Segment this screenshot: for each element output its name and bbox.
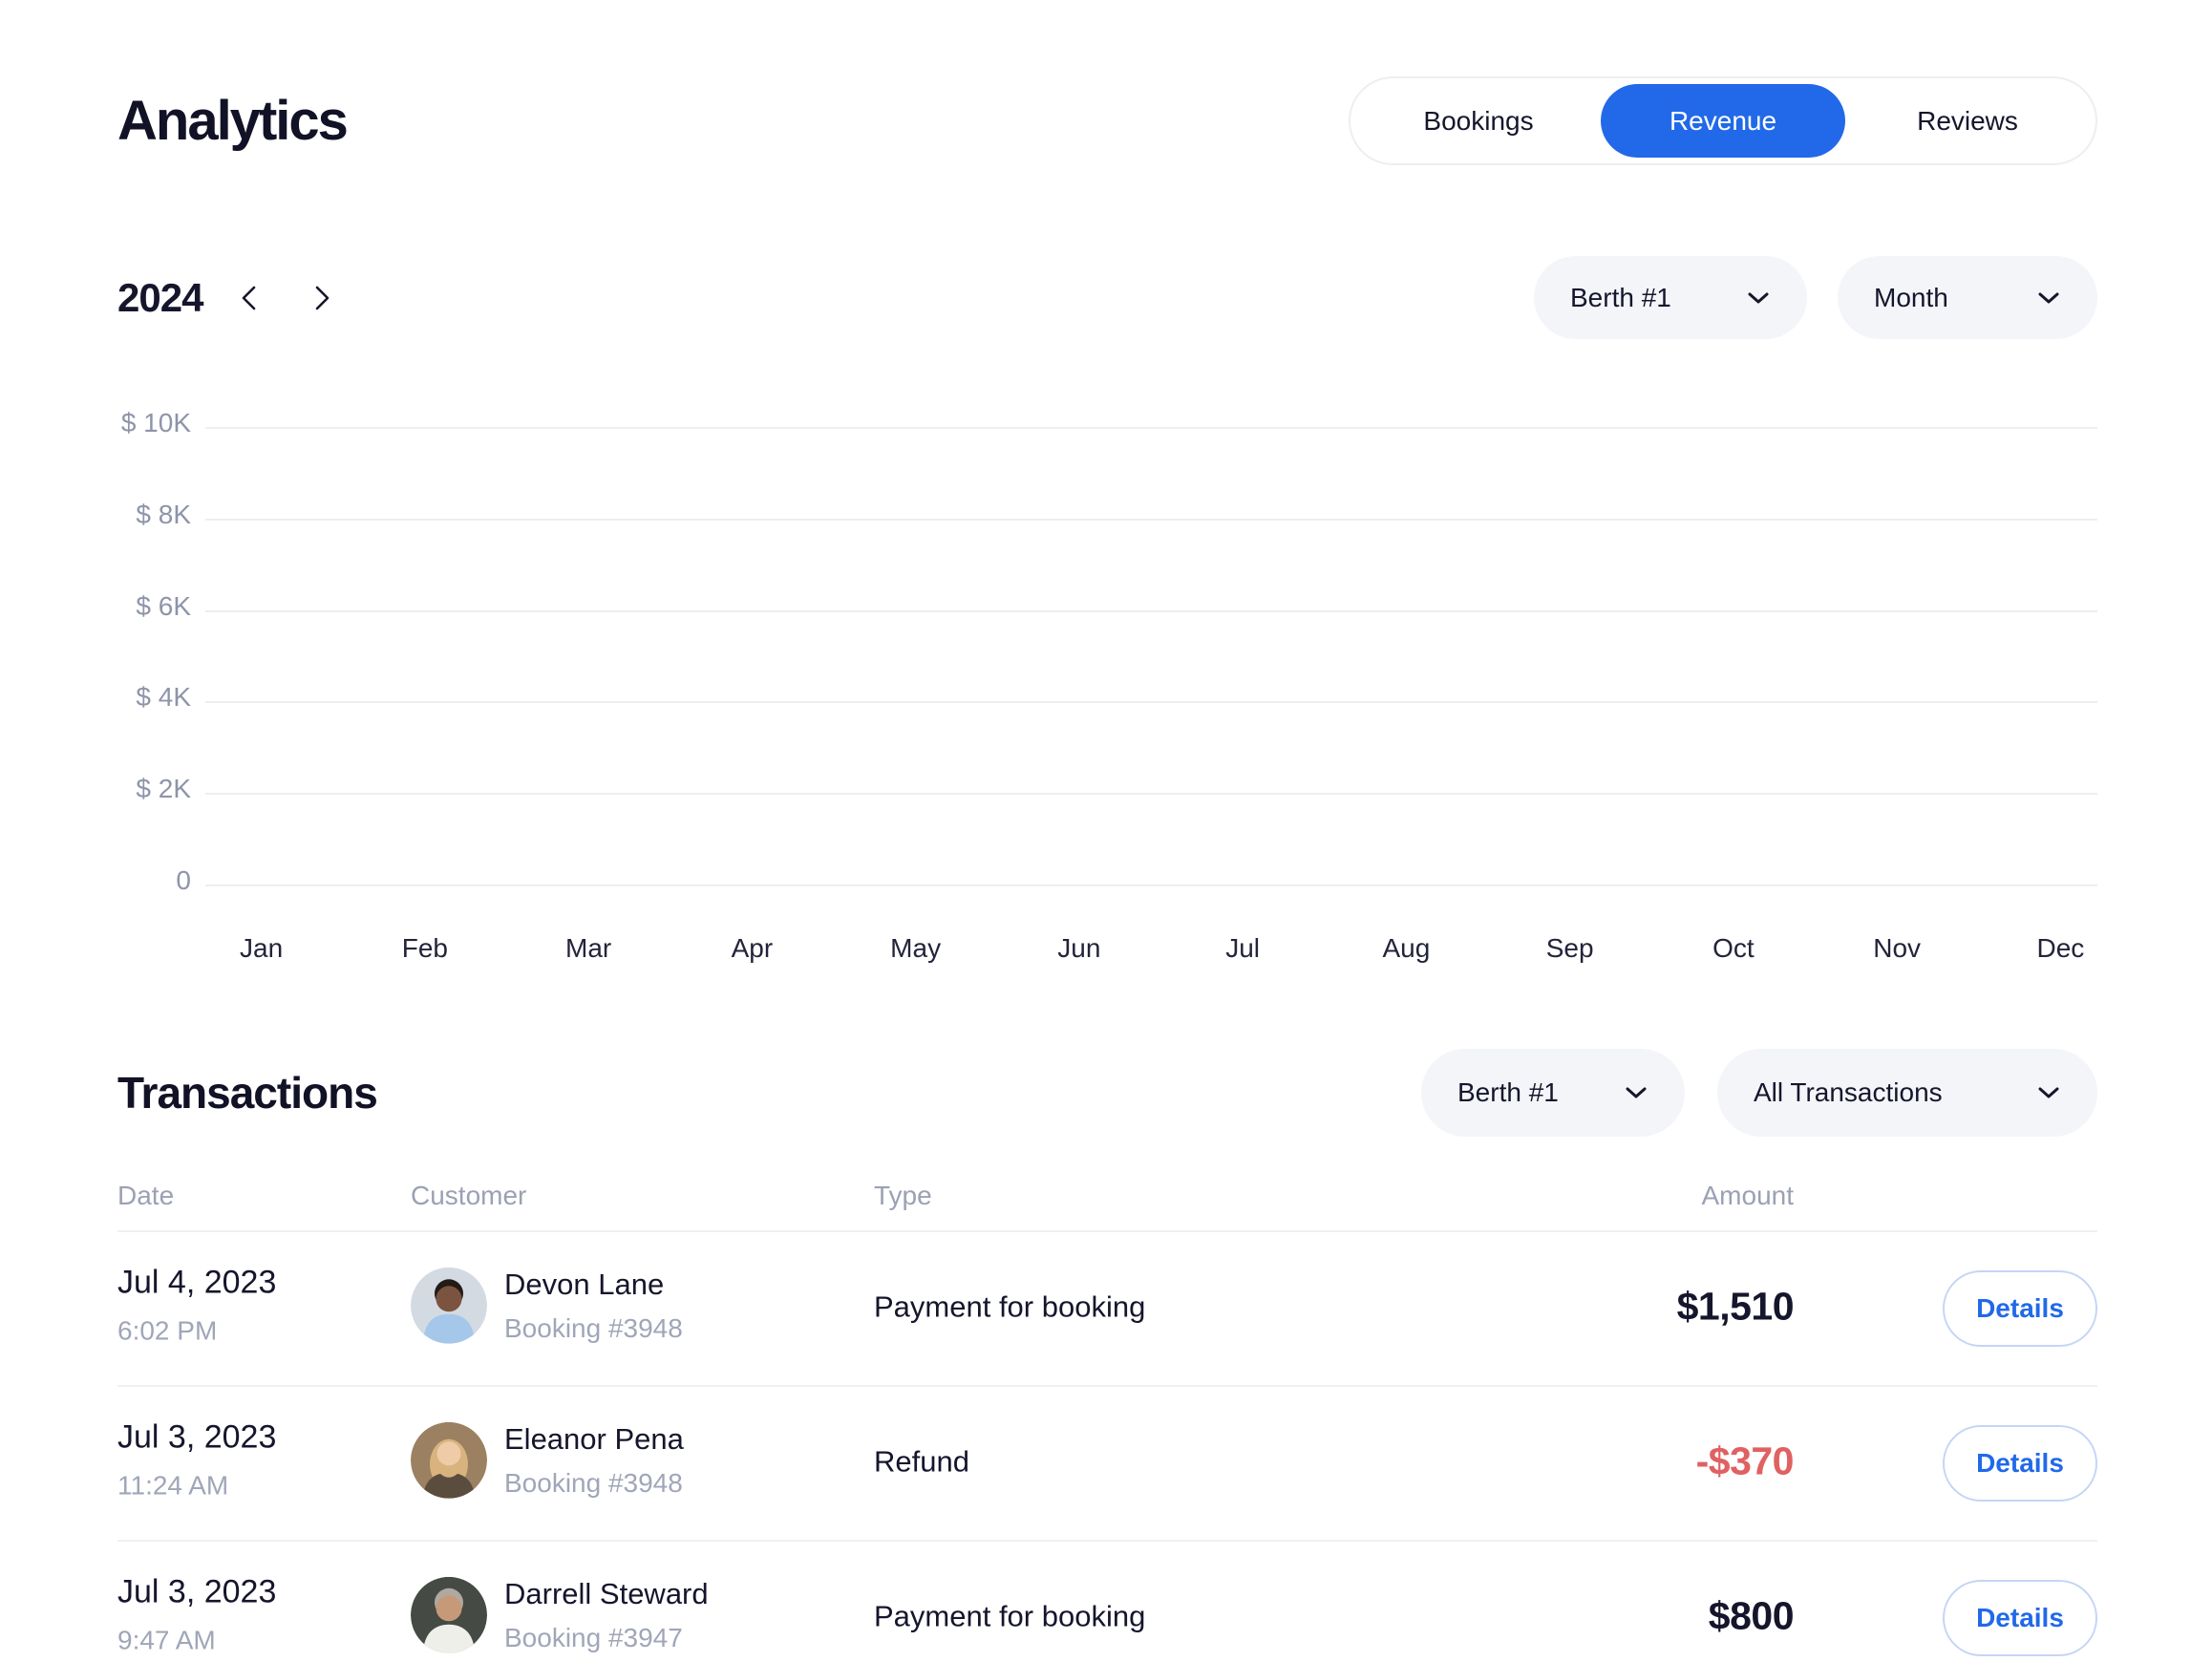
x-axis-tick: Nov bbox=[1873, 933, 1922, 963]
revenue-chart: $ 10K $ 8K $ 6K $ 4K $ 2K 0 Jan Feb Mar … bbox=[117, 339, 2097, 1008]
berth-filter-dropdown[interactable]: Berth #1 bbox=[1534, 256, 1807, 339]
customer-cell: Darrell Steward Booking #3947 bbox=[411, 1576, 709, 1653]
customer-name: Devon Lane bbox=[504, 1267, 665, 1301]
page-title: Analytics bbox=[117, 90, 349, 152]
x-axis-tick: Dec bbox=[2036, 933, 2085, 963]
chart-controls: 2024 Berth #1 Month bbox=[117, 256, 2097, 339]
tab-group: Bookings Revenue Reviews bbox=[1349, 76, 2097, 165]
year-label: 2024 bbox=[117, 274, 203, 320]
x-axis-tick: Mar bbox=[565, 933, 612, 963]
column-header-type: Type bbox=[874, 1181, 932, 1210]
transaction-type: Payment for booking bbox=[874, 1289, 1146, 1324]
date-cell: Jul 3, 2023 11:24 AM bbox=[117, 1419, 276, 1502]
y-axis-tick: 0 bbox=[176, 865, 191, 896]
avatar bbox=[411, 1421, 487, 1499]
transaction-time: 9:47 AM bbox=[117, 1625, 216, 1655]
x-axis-tick: Jan bbox=[240, 933, 284, 963]
transaction-type: Payment for booking bbox=[874, 1599, 1146, 1633]
booking-number: Booking #3948 bbox=[504, 1312, 683, 1343]
table-row: Jul 4, 2023 6:02 PM Devon La bbox=[117, 1232, 2097, 1387]
y-axis-tick: $ 4K bbox=[136, 682, 191, 713]
y-axis-tick: $ 6K bbox=[136, 591, 191, 622]
table-header-row: Date Customer Type Amount bbox=[117, 1175, 2097, 1232]
transaction-amount: $800 bbox=[1708, 1593, 1795, 1638]
chevron-left-icon bbox=[243, 286, 256, 309]
tab-bookings[interactable]: Bookings bbox=[1356, 84, 1601, 158]
table-row: Jul 3, 2023 11:24 AM bbox=[117, 1387, 2097, 1542]
berth-filter-value: Berth #1 bbox=[1570, 282, 1671, 312]
chevron-down-icon bbox=[1626, 1087, 1647, 1098]
transaction-type: Refund bbox=[874, 1444, 969, 1479]
x-axis-labels: Jan Feb Mar Apr May Jun Jul Aug Sep Oct … bbox=[180, 933, 2142, 964]
y-axis-tick: $ 8K bbox=[136, 500, 191, 530]
transactions-filters: Berth #1 All Transactions bbox=[1421, 1049, 2097, 1137]
tab-reviews[interactable]: Reviews bbox=[1845, 84, 2090, 158]
x-axis-tick: May bbox=[890, 933, 942, 963]
column-header-amount: Amount bbox=[1701, 1181, 1795, 1210]
chevron-right-icon bbox=[316, 286, 330, 309]
gridline bbox=[205, 793, 2097, 795]
column-header-customer: Customer bbox=[411, 1181, 527, 1210]
chart-filters: Berth #1 Month bbox=[1534, 256, 2097, 339]
tab-revenue[interactable]: Revenue bbox=[1601, 84, 1845, 158]
x-axis-tick: Apr bbox=[731, 933, 774, 963]
transaction-date: Jul 3, 2023 bbox=[117, 1418, 277, 1456]
customer-name: Eleanor Pena bbox=[504, 1421, 684, 1456]
booking-number: Booking #3947 bbox=[504, 1622, 683, 1652]
transaction-amount: -$370 bbox=[1695, 1438, 1795, 1483]
chevron-down-icon bbox=[2038, 1087, 2059, 1098]
previous-year-button[interactable] bbox=[223, 272, 275, 324]
avatar bbox=[411, 1267, 487, 1344]
chevron-down-icon bbox=[2038, 292, 2059, 303]
y-axis-tick: $ 2K bbox=[136, 774, 191, 804]
transaction-time: 6:02 PM bbox=[117, 1315, 218, 1346]
date-cell: Jul 4, 2023 6:02 PM bbox=[117, 1265, 276, 1347]
x-axis-tick: Feb bbox=[401, 933, 448, 963]
period-filter-value: Month bbox=[1874, 282, 1948, 312]
gridline bbox=[205, 519, 2097, 521]
chevron-down-icon bbox=[1748, 292, 1769, 303]
transaction-date: Jul 4, 2023 bbox=[117, 1264, 277, 1301]
x-axis-tick: Oct bbox=[1712, 933, 1755, 963]
transactions-title: Transactions bbox=[117, 1068, 378, 1118]
gridline bbox=[205, 884, 2097, 886]
next-year-button[interactable] bbox=[296, 272, 348, 324]
transaction-time: 11:24 AM bbox=[117, 1470, 229, 1501]
x-axis-tick: Aug bbox=[1382, 933, 1431, 963]
transactions-header: Transactions Berth #1 All Transactions bbox=[117, 1049, 2097, 1137]
y-axis-tick: $ 10K bbox=[120, 408, 191, 438]
customer-info: Darrell Steward Booking #3947 bbox=[504, 1577, 709, 1653]
transactions-type-filter-dropdown[interactable]: All Transactions bbox=[1717, 1049, 2097, 1137]
gridline bbox=[205, 610, 2097, 612]
transaction-amount: $1,510 bbox=[1676, 1284, 1795, 1329]
customer-info: Eleanor Pena Booking #3948 bbox=[504, 1422, 684, 1499]
column-header-date: Date bbox=[117, 1181, 175, 1210]
customer-info: Devon Lane Booking #3948 bbox=[504, 1268, 683, 1344]
period-filter-dropdown[interactable]: Month bbox=[1838, 256, 2097, 339]
gridline bbox=[205, 701, 2097, 703]
avatar bbox=[411, 1576, 487, 1653]
details-button[interactable]: Details bbox=[1943, 1270, 2097, 1347]
x-axis-tick: Jul bbox=[1225, 933, 1261, 963]
customer-cell: Devon Lane Booking #3948 bbox=[411, 1267, 683, 1344]
booking-number: Booking #3948 bbox=[504, 1467, 683, 1498]
transactions-type-filter-value: All Transactions bbox=[1754, 1077, 1943, 1107]
header: Analytics Bookings Revenue Reviews bbox=[117, 76, 2097, 165]
gridline bbox=[205, 427, 2097, 429]
year-navigator: 2024 bbox=[117, 256, 348, 339]
customer-name: Darrell Steward bbox=[504, 1576, 709, 1610]
transactions-berth-filter-dropdown[interactable]: Berth #1 bbox=[1421, 1049, 1685, 1137]
x-axis-tick: Jun bbox=[1057, 933, 1101, 963]
details-button[interactable]: Details bbox=[1943, 1425, 2097, 1502]
date-cell: Jul 3, 2023 9:47 AM bbox=[117, 1574, 276, 1656]
x-axis-tick: Sep bbox=[1545, 933, 1594, 963]
details-button[interactable]: Details bbox=[1943, 1580, 2097, 1656]
transaction-date: Jul 3, 2023 bbox=[117, 1573, 277, 1610]
table-row: Jul 3, 2023 9:47 AM Darrell bbox=[117, 1542, 2097, 1662]
transactions-table: Date Customer Type Amount Jul 4, 2023 6:… bbox=[117, 1175, 2097, 1662]
customer-cell: Eleanor Pena Booking #3948 bbox=[411, 1421, 684, 1499]
transactions-berth-filter-value: Berth #1 bbox=[1457, 1077, 1559, 1107]
